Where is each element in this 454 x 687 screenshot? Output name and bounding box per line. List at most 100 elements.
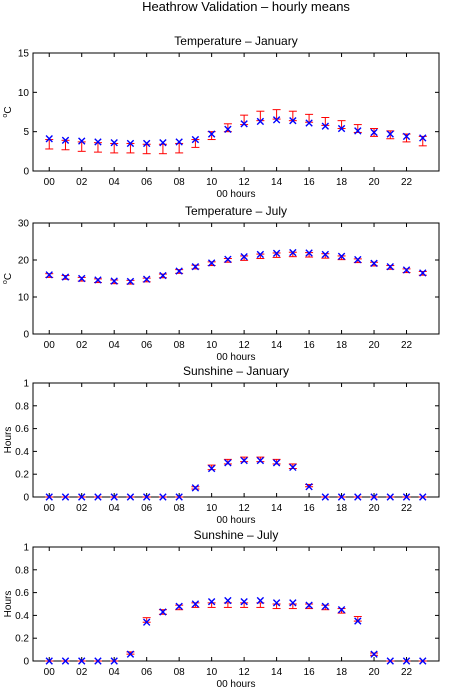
y-tick-label: 1 <box>23 379 29 390</box>
x-marker <box>402 657 411 665</box>
x-marker <box>191 484 200 492</box>
x-tick-label: 16 <box>304 503 316 514</box>
x-marker <box>305 119 313 127</box>
x-marker <box>110 138 118 147</box>
x-marker <box>110 657 118 665</box>
x-marker <box>45 135 53 143</box>
x-tick-label: 22 <box>401 340 413 351</box>
x-marker <box>386 130 394 138</box>
x-marker <box>354 255 362 264</box>
x-tick-label: 08 <box>174 503 186 514</box>
x-marker <box>354 127 362 135</box>
x-marker <box>272 599 281 607</box>
x-marker <box>289 116 297 125</box>
x-marker <box>337 124 346 133</box>
x-marker <box>142 139 151 148</box>
x-marker <box>305 601 313 609</box>
y-tick-label: 0.2 <box>15 470 29 481</box>
x-marker <box>386 262 394 271</box>
errorbar <box>175 142 184 154</box>
x-marker <box>45 657 53 665</box>
x-tick-label: 20 <box>368 503 380 514</box>
x-marker <box>159 271 167 280</box>
x-tick-label: 02 <box>76 503 88 514</box>
errorbar <box>288 110 297 122</box>
x-tick-label: 00 <box>44 177 56 188</box>
x-marker <box>224 125 232 134</box>
x-marker <box>289 463 297 472</box>
axes-frame <box>32 222 440 335</box>
x-marker <box>256 117 265 126</box>
x-marker <box>61 136 70 145</box>
x-tick-label: 20 <box>368 340 380 351</box>
x-marker <box>272 249 281 258</box>
x-tick-label: 16 <box>304 340 316 351</box>
y-tick-label: 0.4 <box>15 611 29 622</box>
x-marker <box>159 493 167 501</box>
errorbar <box>337 120 346 130</box>
x-marker <box>240 598 248 606</box>
x-marker <box>402 132 411 141</box>
x-marker <box>240 456 248 465</box>
y-axis-label-base: C <box>3 106 14 113</box>
y-tick-label: 20 <box>18 256 30 267</box>
x-tick-label: 14 <box>271 340 283 351</box>
x-marker <box>240 252 248 261</box>
x-marker <box>126 139 135 148</box>
x-tick-label: 12 <box>239 340 251 351</box>
x-tick-label: 10 <box>206 340 218 351</box>
x-marker <box>321 122 330 130</box>
y-tick-label: 0 <box>23 657 29 668</box>
x-tick-label: 02 <box>76 177 88 188</box>
x-marker <box>175 602 183 610</box>
x-marker <box>370 650 378 658</box>
x-tick-label: 04 <box>109 340 121 351</box>
x-tick-label: 20 <box>368 667 380 678</box>
x-marker <box>224 596 232 605</box>
x-marker <box>419 269 427 277</box>
errorbar <box>223 123 232 133</box>
panel-title: Temperature – January <box>174 34 297 48</box>
x-tick-label: 06 <box>141 177 153 188</box>
errorbar <box>126 142 135 154</box>
x-marker <box>321 250 330 259</box>
x-tick-label: 06 <box>141 503 153 514</box>
x-marker <box>78 657 86 665</box>
series-x-markers <box>45 596 427 665</box>
x-tick-label: 12 <box>239 667 251 678</box>
x-marker <box>94 657 102 665</box>
y-tick-label: 0.4 <box>15 447 29 458</box>
x-marker <box>256 596 265 605</box>
x-marker <box>419 657 427 665</box>
x-marker <box>126 277 135 286</box>
y-tick-label: 0.2 <box>15 634 29 645</box>
x-marker <box>337 493 346 501</box>
y-tick-label: 0 <box>23 330 29 341</box>
x-marker <box>305 249 313 257</box>
x-tick-label: 06 <box>141 667 153 678</box>
x-tick-label: 06 <box>141 340 153 351</box>
x-marker <box>207 598 216 606</box>
x-marker <box>419 134 427 142</box>
y-axis-label-base: C <box>3 273 14 280</box>
x-tick-label: 04 <box>109 503 121 514</box>
y-tick-label: 15 <box>18 49 30 60</box>
x-marker <box>175 493 183 501</box>
series-x-markers <box>45 248 427 286</box>
y-tick-label: 0 <box>23 493 29 504</box>
y-tick-label: 1 <box>23 543 29 554</box>
x-axis-label: 00 hours <box>217 679 256 687</box>
x-tick-label: 18 <box>336 667 348 678</box>
x-tick-label: 04 <box>109 667 121 678</box>
x-axis-label: 00 hours <box>217 352 256 363</box>
y-tick-label: 10 <box>18 293 30 304</box>
x-marker <box>224 255 232 263</box>
y-axis-label-superscript: o <box>2 114 9 118</box>
x-tick-label: 10 <box>206 667 218 678</box>
figure-title: Heathrow Validation – hourly means <box>142 0 350 14</box>
x-tick-label: 04 <box>109 177 121 188</box>
x-tick-label: 18 <box>336 340 348 351</box>
panel-title: Sunshine – July <box>194 528 279 542</box>
